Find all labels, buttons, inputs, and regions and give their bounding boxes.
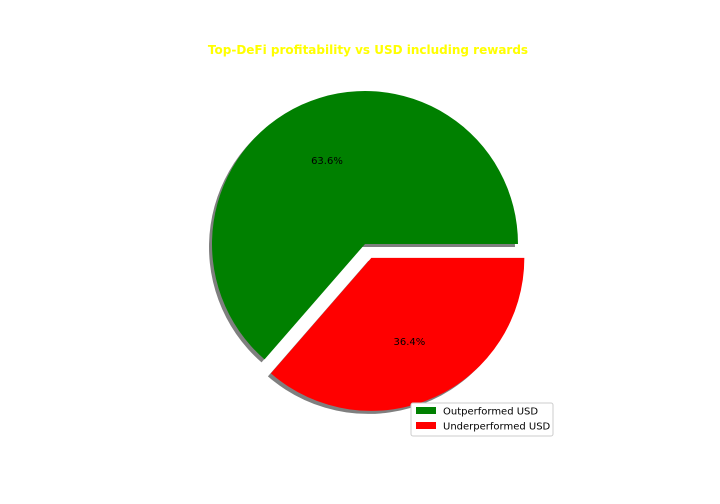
legend-label-underperformed-usd: Underperformed USD bbox=[443, 422, 551, 433]
legend-items: Outperformed USD Underperformed USD bbox=[416, 407, 551, 433]
chart-title: Top-DeFi profitability vs USD including … bbox=[208, 43, 528, 57]
legend-swatch-underperformed-usd bbox=[416, 422, 436, 429]
pie-labels: 63.6% 36.4% bbox=[311, 156, 425, 348]
pie-label-outperformed-usd: 63.6% bbox=[311, 156, 343, 167]
legend-label-outperformed-usd: Outperformed USD bbox=[443, 407, 538, 418]
pie-label-underperformed-usd: 36.4% bbox=[393, 337, 425, 348]
pie-slices bbox=[212, 90, 525, 411]
pie-slice-outperformed-usd bbox=[212, 90, 518, 360]
legend-frame bbox=[410, 402, 554, 437]
legend-swatch-outperformed-usd bbox=[416, 407, 436, 414]
pie-slice-underperformed-usd bbox=[270, 257, 525, 411]
legend: Outperformed USD Underperformed USD bbox=[410, 402, 554, 437]
